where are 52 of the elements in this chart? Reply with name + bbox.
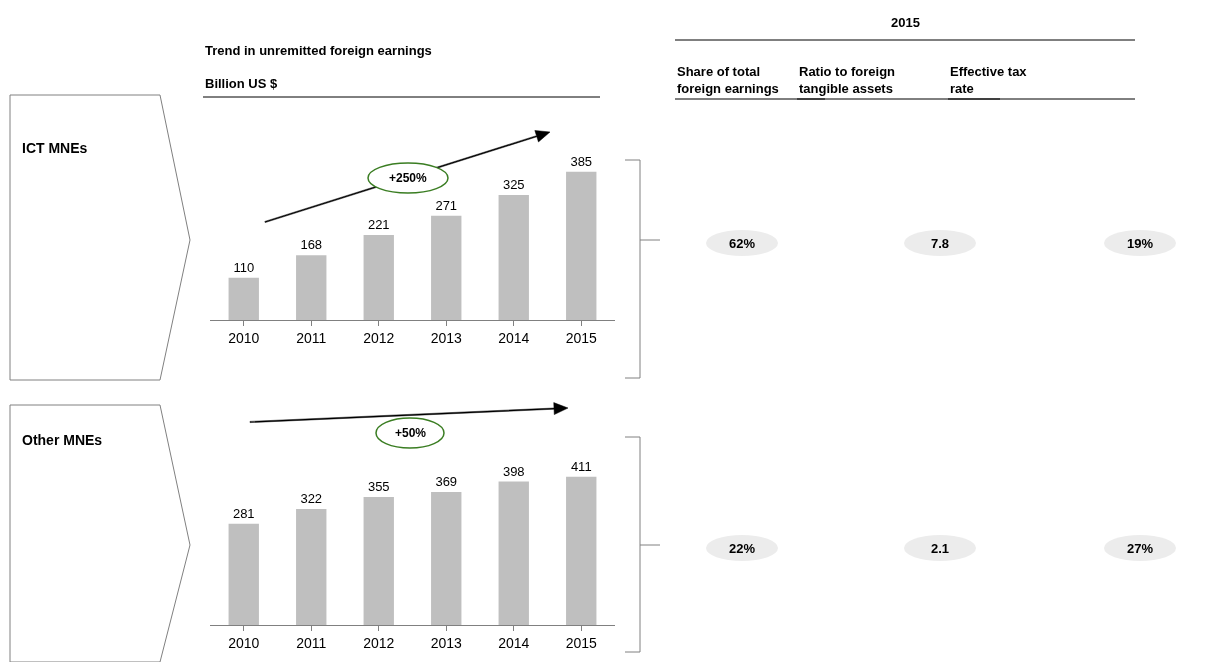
bar bbox=[296, 255, 327, 320]
bar bbox=[566, 171, 597, 320]
x-tick-label: 2015 bbox=[565, 329, 598, 346]
x-tick-label: 2012 bbox=[363, 329, 395, 346]
text: +50% bbox=[395, 426, 427, 440]
bar bbox=[431, 215, 462, 320]
chart-subtitle: Billion US $ bbox=[205, 76, 278, 91]
annotation: +250% bbox=[389, 171, 428, 185]
text: 27% bbox=[1127, 541, 1154, 556]
category-label: Ratio to foreign tangible assets bbox=[799, 64, 896, 96]
x-tick-label: 2013 bbox=[430, 634, 463, 651]
bar bbox=[363, 234, 394, 320]
bar bbox=[228, 523, 259, 625]
data-label: 398 bbox=[502, 463, 525, 479]
data-label: 355 bbox=[367, 479, 390, 495]
text: 2015 bbox=[891, 15, 920, 30]
x-tick-label: 2011 bbox=[296, 329, 327, 346]
text: 2.1 bbox=[931, 541, 950, 556]
x-tick-label: 2012 bbox=[363, 634, 395, 651]
bar bbox=[498, 481, 529, 625]
category-label: Effective tax rate bbox=[950, 64, 1028, 96]
data-label: 271 bbox=[435, 197, 458, 213]
bar bbox=[296, 508, 327, 625]
data-label: 325 bbox=[502, 176, 525, 192]
x-tick-label: 2013 bbox=[430, 329, 463, 346]
chart-title: Trend in unremitted foreign earnings bbox=[205, 43, 432, 58]
text: 22% bbox=[729, 541, 756, 556]
text: ICT MNEs bbox=[22, 140, 88, 156]
x-tick-label: 2011 bbox=[296, 634, 327, 651]
x-tick-label: 2014 bbox=[498, 634, 530, 651]
text: 19% bbox=[1127, 236, 1154, 251]
data-label: 411 bbox=[570, 458, 592, 474]
bar bbox=[566, 476, 597, 625]
data-label: 281 bbox=[232, 505, 255, 521]
bar bbox=[363, 497, 394, 625]
data-label: 369 bbox=[435, 473, 458, 489]
x-tick-label: 2010 bbox=[228, 329, 260, 346]
data-label: 385 bbox=[570, 153, 593, 169]
category-label: Share of total foreign earnings bbox=[677, 64, 779, 96]
text: 7.8 bbox=[931, 236, 950, 251]
bar bbox=[228, 277, 259, 320]
data-label: 322 bbox=[300, 490, 323, 506]
text: 62% bbox=[729, 236, 756, 251]
data-label: 221 bbox=[367, 216, 390, 232]
data-label: 110 bbox=[233, 259, 255, 275]
x-tick-label: 2014 bbox=[498, 329, 530, 346]
data-label: 168 bbox=[300, 237, 323, 253]
bar bbox=[431, 491, 462, 625]
x-tick-label: 2010 bbox=[228, 634, 260, 651]
x-tick-label: 2015 bbox=[565, 634, 598, 651]
text: Other MNEs bbox=[22, 432, 103, 448]
bar bbox=[498, 194, 529, 320]
